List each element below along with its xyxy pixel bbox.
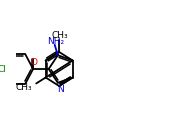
Text: CH₃: CH₃ bbox=[15, 83, 32, 92]
Text: O: O bbox=[31, 58, 37, 67]
Text: Cl: Cl bbox=[0, 64, 6, 73]
Text: CH₃: CH₃ bbox=[52, 31, 68, 40]
Text: N: N bbox=[57, 84, 63, 94]
Text: NH₂: NH₂ bbox=[47, 37, 64, 46]
